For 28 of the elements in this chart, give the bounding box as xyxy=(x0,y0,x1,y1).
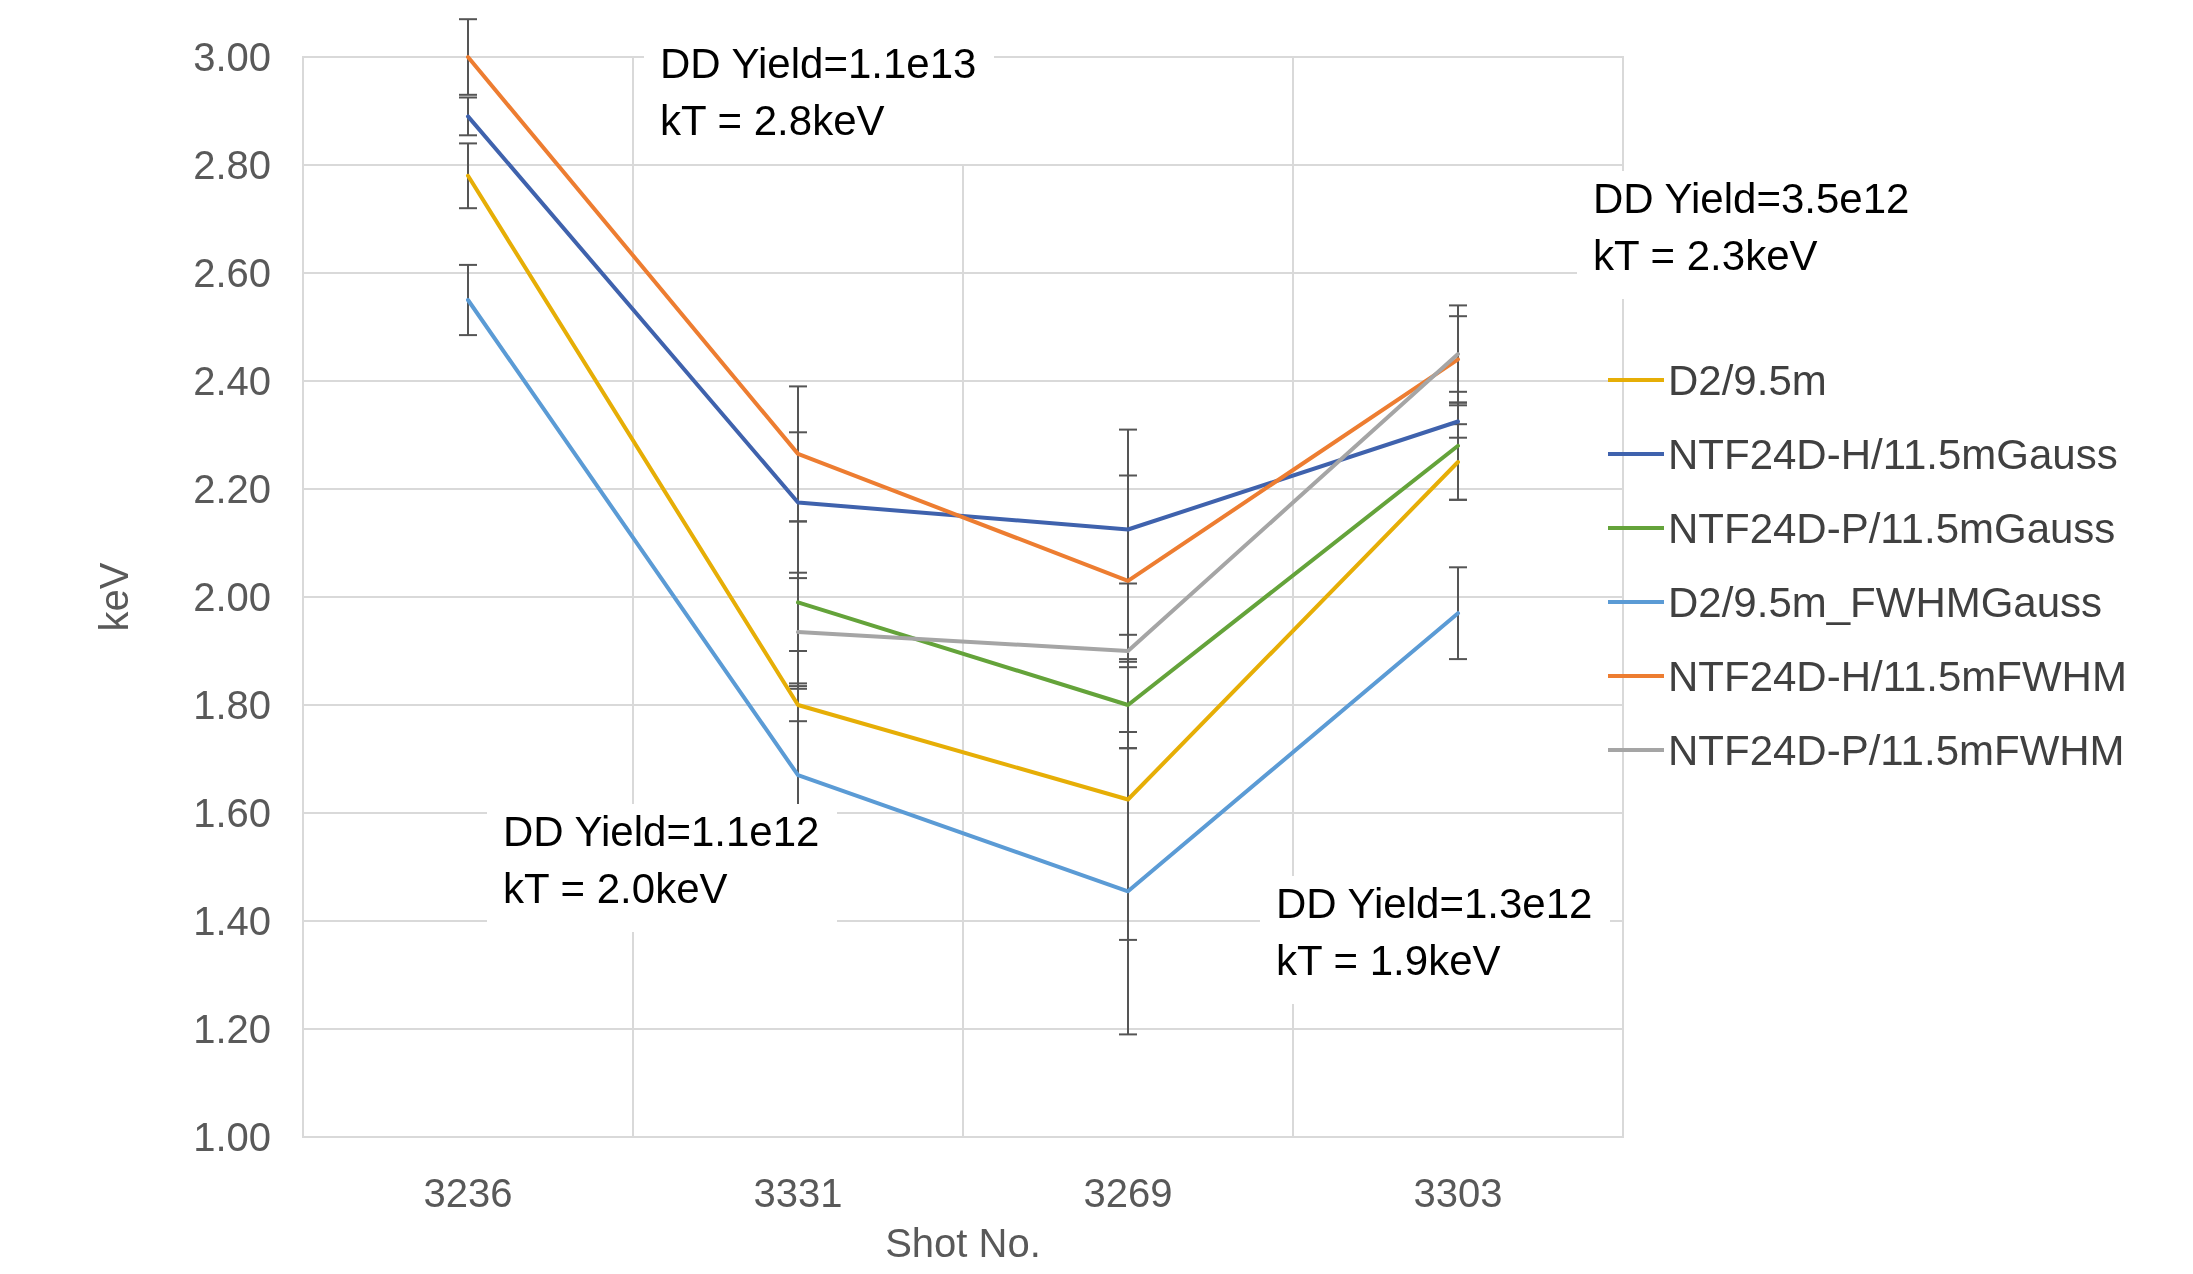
legend-label: NTF24D-H/11.5mGauss xyxy=(1668,430,2118,478)
y-tick-label: 1.40 xyxy=(193,899,271,943)
x-tick-label: 3303 xyxy=(1413,1171,1503,1215)
y-tick-label: 2.60 xyxy=(193,251,271,295)
y-tick-label: 1.60 xyxy=(193,791,271,835)
legend-label: NTF24D-H/11.5mFWHM xyxy=(1668,652,2127,700)
line-series xyxy=(466,173,1460,802)
annotation: DD Yield=3.5e12 kT = 2.3keV xyxy=(1593,175,1910,279)
x-tick-label: 3331 xyxy=(753,1171,843,1215)
y-tick-label: 1.20 xyxy=(193,1007,271,1051)
x-tick-label: 3236 xyxy=(423,1171,513,1215)
x-tick-label: 3269 xyxy=(1083,1171,1173,1215)
legend-label: NTF24D-P/11.5mGauss xyxy=(1668,504,2116,552)
y-tick-label: 2.80 xyxy=(193,143,271,187)
annotation: DD Yield=1.1e12 kT = 2.0keV xyxy=(503,808,820,912)
legend-label: NTF24D-P/11.5mFWHM xyxy=(1668,726,2125,774)
y-tick-label: 2.40 xyxy=(193,359,271,403)
y-tick-label: 1.80 xyxy=(193,683,271,727)
x-axis-title: Shot No. xyxy=(885,1221,1041,1265)
legend-label: D2/9.5m xyxy=(1668,356,1827,404)
legend-label: D2/9.5m_FWHMGauss xyxy=(1668,578,2103,626)
y-tick-label: 1.00 xyxy=(193,1115,271,1159)
y-tick-label: 3.00 xyxy=(193,35,271,79)
y-axis-title: keV xyxy=(92,562,136,632)
annotation: DD Yield=1.1e13 kT = 2.8keV xyxy=(660,40,977,144)
annotation: DD Yield=1.3e12 kT = 1.9keV xyxy=(1276,880,1593,984)
y-tick-label: 2.00 xyxy=(193,575,271,619)
y-tick-label: 2.20 xyxy=(193,467,271,511)
